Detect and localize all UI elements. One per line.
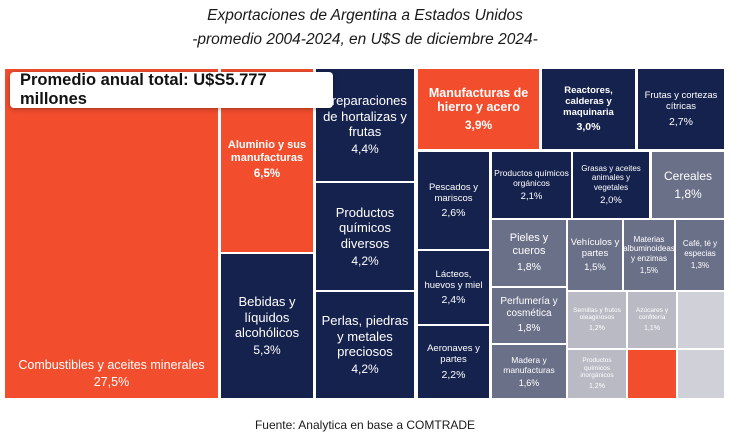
- treemap-tile: Café, té y especias 1,3%: [676, 220, 724, 290]
- tile-label: Manufacturas de hierro y acero: [428, 85, 529, 115]
- tile-label: Productos químicos inorgánicos: [580, 356, 614, 380]
- tile-label: Pieles y cueros: [509, 232, 549, 258]
- treemap-tile: Pescados y mariscos 2,6%: [418, 152, 489, 249]
- treemap-tile: Lácteos, huevos y miel 2,4%: [418, 251, 489, 324]
- tile-label: Cereales: [663, 169, 713, 184]
- tile-share: 2,1%: [520, 190, 543, 202]
- treemap-tile: Perfumería y cosmética 1,8%: [492, 288, 566, 343]
- tile-label: Pescados y mariscos: [428, 181, 479, 204]
- tile-share: 1,2%: [589, 382, 605, 390]
- tile-share: 1,3%: [690, 261, 710, 271]
- tile-share: 27,5%: [93, 375, 130, 390]
- treemap-tile: [628, 350, 676, 398]
- source-note: Fuente: Analytica en base a COMTRADE: [254, 418, 476, 432]
- tile-label: Aeronaves y partes: [427, 343, 480, 366]
- tile-label: Grasas y aceites animales y vegetales: [581, 163, 641, 192]
- tile-label: Materias albuminoideas y enzimas: [624, 234, 674, 263]
- tile-label: Vehículos y partes: [570, 236, 620, 259]
- treemap-tile: Aeronaves y partes 2,2%: [418, 326, 489, 398]
- treemap-tile: Reactores, calderas y maquinaria 3,0%: [542, 69, 635, 149]
- tile-share: 2,6%: [441, 207, 466, 220]
- tile-share: 1,2%: [589, 325, 605, 333]
- treemap-tile: Pieles y cueros 1,8%: [492, 220, 566, 286]
- tile-share: 5,3%: [253, 343, 281, 358]
- treemap-tile: Vehículos y partes 1,5%: [568, 220, 622, 290]
- total-badge: Promedio anual total: U$S5.777 millones: [10, 71, 333, 108]
- tile-share: 3,0%: [576, 121, 601, 134]
- chart-subtitle: -promedio 2004-2024, en U$S de diciembre…: [192, 31, 538, 48]
- tile-share: 3,9%: [464, 118, 493, 133]
- treemap-tile: Manufacturas de hierro y acero 3,9%: [418, 69, 539, 149]
- treemap-tile: Productos químicos diversos 4,2%: [316, 183, 414, 290]
- treemap-tile: [678, 350, 724, 398]
- tile-label: Combustibles y aceites minerales: [18, 357, 205, 372]
- tile-share: 1,1%: [644, 325, 660, 333]
- treemap-tile: Bebidas y líquidos alcohólicos 5,3%: [221, 254, 313, 398]
- tile-share: 1,8%: [674, 186, 702, 201]
- treemap-tile: Perlas, piedras y metales preciosos 4,2%: [316, 292, 414, 398]
- tile-label: Madera y manufacturas: [503, 354, 555, 375]
- treemap-tile: Materias albuminoideas y enzimas 1,5%: [624, 220, 674, 290]
- treemap-tile: Combustibles y aceites minerales 27,5%: [5, 69, 218, 398]
- tile-label: Perlas, piedras y metales preciosos: [321, 313, 409, 360]
- tile-share: 1,5%: [639, 265, 659, 275]
- tile-share: 2,4%: [441, 294, 466, 307]
- tile-label: Productos químicos orgánicos: [494, 167, 569, 188]
- treemap-tile: Madera y manufacturas 1,6%: [492, 345, 566, 398]
- treemap-tile: Grasas y aceites animales y vegetales 2,0…: [573, 152, 649, 218]
- treemap-tile: Azúcares y confitería 1,1%: [628, 292, 676, 348]
- treemap-tile: Semillas y frutos oleaginosos 1,2%: [568, 292, 626, 348]
- treemap-tile: Frutas y cortezas cítricas 2,7%: [638, 69, 724, 149]
- treemap-tile: Productos químicos orgánicos 2,1%: [492, 152, 571, 218]
- treemap-tile: Cereales 1,8%: [652, 152, 724, 218]
- tile-label: Perfumería y cosmética: [500, 296, 558, 320]
- tile-share: 1,8%: [517, 261, 541, 274]
- tile-share: 2,7%: [669, 115, 693, 128]
- tile-share: 6,5%: [253, 168, 281, 181]
- tile-label: Azúcares y confitería: [635, 306, 669, 322]
- tile-label: Lácteos, huevos y miel: [424, 268, 483, 291]
- tile-share: 4,2%: [351, 253, 379, 268]
- tile-share: 2,2%: [441, 368, 466, 381]
- tile-label: Semillas y frutos oleaginosos: [573, 306, 621, 322]
- tile-label: Preparaciones de hortalizas y frutas: [323, 93, 407, 140]
- tile-share: 4,2%: [351, 362, 379, 377]
- tile-label: Bebidas y líquidos alcohólicos: [234, 294, 300, 341]
- treemap-tile: Productos químicos inorgánicos 1,2%: [568, 350, 626, 398]
- tile-share: 1,6%: [518, 377, 540, 388]
- tile-label: Frutas y cortezas cítricas: [644, 90, 718, 113]
- tile-share: 1,5%: [584, 262, 606, 274]
- treemap-tile: [678, 292, 724, 348]
- tile-label: Aluminio y sus manufacturas: [227, 139, 307, 165]
- tile-label: Productos químicos diversos: [335, 204, 395, 251]
- chart-title: Exportaciones de Argentina a Estados Uni…: [207, 7, 523, 24]
- tile-label: Café, té y especias: [682, 239, 718, 258]
- tile-share: 2,0%: [600, 195, 622, 207]
- tile-label: Reactores, calderas y maquinaria: [563, 84, 614, 118]
- tile-share: 4,4%: [351, 142, 379, 157]
- tile-share: 1,8%: [517, 322, 541, 334]
